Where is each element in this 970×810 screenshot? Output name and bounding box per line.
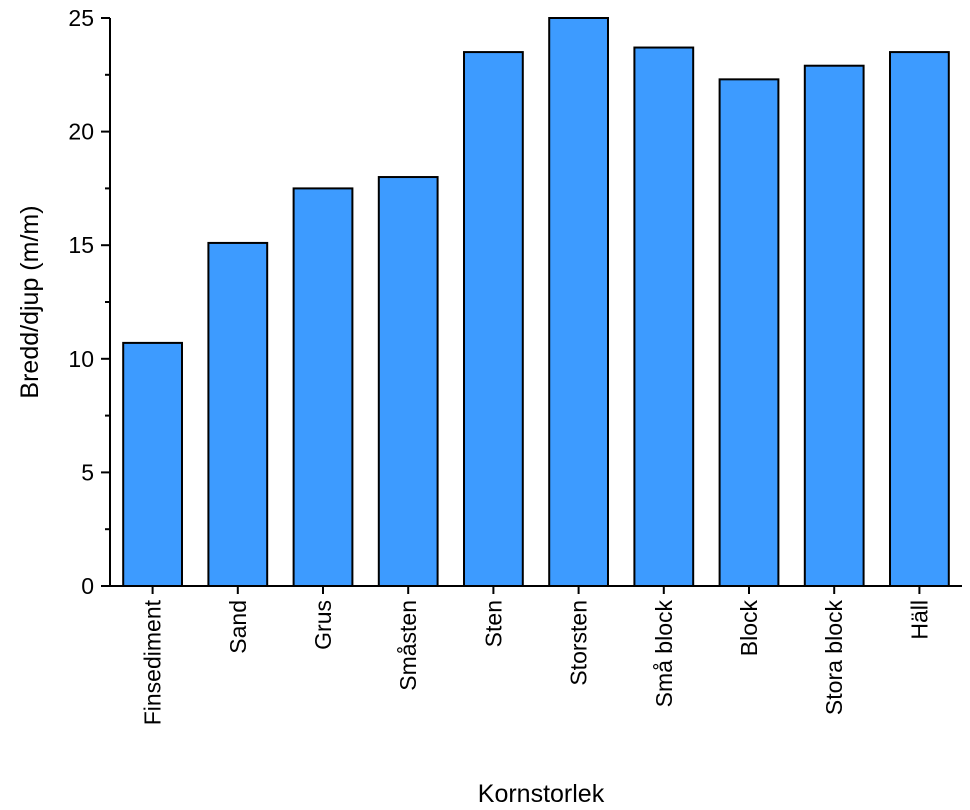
bar-småsten [377, 176, 439, 587]
x-tick-label: Grus [310, 600, 336, 650]
x-tick-label: Sand [225, 600, 251, 654]
bars-group [122, 17, 950, 588]
y-axis: 0 5 10 15 20 25 [68, 5, 111, 599]
y-tick-label: 5 [81, 459, 94, 485]
bar-stora-block [803, 64, 865, 588]
x-tick-label: Små block [651, 600, 677, 708]
y-tick-label: 15 [68, 232, 94, 258]
x-tick-label: Småsten [395, 600, 421, 691]
bar-finsediment [122, 341, 183, 587]
bar-grus [292, 187, 354, 587]
x-tick-label: Sten [480, 600, 506, 647]
y-tick-label: 20 [68, 119, 94, 145]
x-tick-label: Finsediment [140, 599, 166, 725]
y-tick-label: 0 [81, 573, 94, 599]
x-tick-label: Häll [906, 600, 932, 640]
x-axis-label: Kornstorlek [478, 780, 605, 808]
x-axis: Finsediment Sand Grus Småsten Sten Storsten Sm… [109, 585, 962, 725]
bar-sten [463, 51, 524, 587]
y-tick-label: 10 [68, 346, 94, 372]
bar-storsten [548, 17, 609, 587]
x-tick-label: Block [736, 600, 762, 657]
bar-häll [889, 51, 950, 587]
bar-små-block [633, 46, 695, 587]
bar-block [718, 78, 780, 588]
x-tick-label: Stora block [821, 600, 847, 716]
bar-sand [207, 241, 269, 587]
y-axis-label: Bredd/djup (m/m) [16, 205, 44, 398]
y-tick-label: 25 [68, 5, 94, 31]
x-tick-label: Storsten [566, 600, 592, 686]
